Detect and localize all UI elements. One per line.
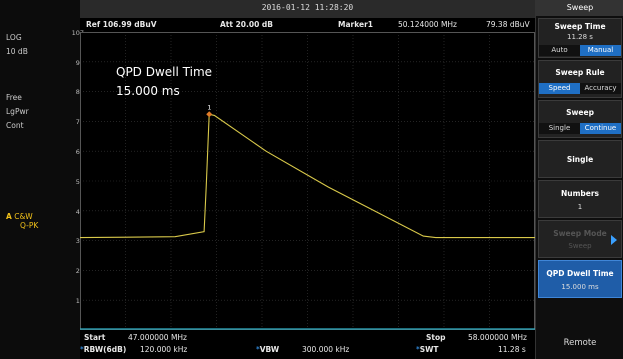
y-label: 107: [71, 29, 84, 37]
stop-frequency: 58.000000 MHz: [468, 333, 527, 342]
swt-value: 11.28 s: [498, 345, 526, 354]
marker-name: Marker1: [338, 20, 374, 29]
numbers-softkey[interactable]: Numbers 1: [538, 180, 622, 218]
sweep-time-value: 11.28 s: [567, 33, 593, 41]
scale-type-label: LOG: [6, 33, 22, 42]
y-label: 17: [62, 297, 84, 305]
overlay-title: QPD Dwell Time: [116, 65, 213, 79]
left-status-panel: LOG 10 dB Free LgPwr Cont A C&W Q-PK: [0, 0, 80, 359]
sweep-single[interactable]: Single: [539, 123, 580, 134]
marker-frequency: 50.124000 MHz: [398, 20, 457, 29]
spectrum-trace: [80, 113, 535, 239]
sweep-time-manual[interactable]: Manual: [580, 45, 621, 56]
trace-letter: A: [6, 212, 12, 221]
sweep-mode-label: Sweep Mode: [553, 229, 607, 238]
measurement-info-bar: Ref 106.99 dBuV Att 20.00 dB Marker1 50.…: [80, 18, 535, 32]
vbw-value: 300.000 kHz: [302, 345, 350, 354]
mode-label: Free: [6, 93, 22, 102]
rbw-label: *RBW(6dB): [80, 345, 127, 354]
scale-div-label: 10 dB: [6, 47, 28, 56]
sweep-rule-accuracy[interactable]: Accuracy: [580, 83, 621, 94]
y-label: 37: [62, 237, 84, 245]
marker-1-label: 1: [207, 103, 211, 111]
bottom-info-bar: Start 47.000000 MHz *RBW(6dB) 120.000 kH…: [80, 330, 535, 359]
submenu-arrow-icon: [611, 235, 617, 245]
sweep-label: Sweep: [566, 108, 594, 117]
detector-label: LgPwr: [6, 107, 29, 116]
sweep-mode-label: Cont: [6, 121, 24, 130]
sweep-mode-value: Sweep: [568, 242, 592, 250]
sweep-continue[interactable]: Continue: [580, 123, 621, 134]
trace-info: A C&W Q-PK: [6, 212, 38, 230]
qpd-dwell-time-softkey[interactable]: QPD Dwell Time 15.000 ms: [538, 260, 622, 298]
sweep-rule-speed[interactable]: Speed: [539, 83, 580, 94]
swt-label: *SWT: [416, 345, 439, 354]
qpd-dwell-time-label: QPD Dwell Time: [546, 269, 614, 278]
attenuation: Att 20.00 dB: [220, 20, 274, 29]
trace-detector-2: Q-PK: [20, 221, 39, 230]
stop-label: Stop: [426, 333, 446, 342]
marker-level: 79.38 dBuV: [486, 20, 530, 29]
spectrum-plot[interactable]: 1: [80, 32, 535, 330]
reference-level: Ref 106.99 dBuV: [86, 20, 157, 29]
sweep-time-label: Sweep Time: [554, 22, 606, 31]
sweep-toggle[interactable]: Single Continue: [539, 123, 621, 134]
sweep-time-toggle[interactable]: Auto Manual: [539, 45, 621, 56]
sweep-time-auto[interactable]: Auto: [539, 45, 580, 56]
trace-detector-1: C&W: [14, 212, 33, 221]
spectrum-graph: 1: [80, 32, 535, 330]
single-softkey[interactable]: Single: [538, 140, 622, 178]
single-label: Single: [566, 155, 594, 164]
softkey-menu: Sweep Sweep Time 11.28 s Auto Manual Swe…: [535, 0, 623, 359]
vbw-label: *VBW: [256, 345, 280, 354]
rbw-value: 120.000 kHz: [140, 345, 188, 354]
overlay-value: 15.000 ms: [116, 84, 180, 98]
sweep-rule-toggle[interactable]: Speed Accuracy: [539, 83, 621, 94]
start-frequency: 47.000000 MHz: [128, 333, 187, 342]
menu-title: Sweep: [536, 0, 623, 16]
sweep-mode-softkey[interactable]: Sweep Mode Sweep: [538, 220, 622, 258]
y-label: 27: [62, 267, 84, 275]
qpd-dwell-time-value: 15.000 ms: [561, 283, 599, 291]
start-label: Start: [84, 333, 106, 342]
sweep-softkey[interactable]: Sweep Single Continue: [538, 100, 622, 138]
sweep-rule-softkey[interactable]: Sweep Rule Speed Accuracy: [538, 60, 622, 98]
datetime: 2016-01-12 11:28:20: [261, 3, 354, 12]
marker-1-icon: [206, 111, 213, 118]
numbers-label: Numbers: [560, 189, 600, 198]
top-status-bar: 2016-01-12 11:28:20: [80, 0, 535, 19]
numbers-value: 1: [577, 203, 583, 211]
sweep-time-softkey[interactable]: Sweep Time 11.28 s Auto Manual: [538, 18, 622, 58]
remote-label: Remote: [563, 338, 597, 348]
sweep-rule-label: Sweep Rule: [555, 68, 605, 77]
